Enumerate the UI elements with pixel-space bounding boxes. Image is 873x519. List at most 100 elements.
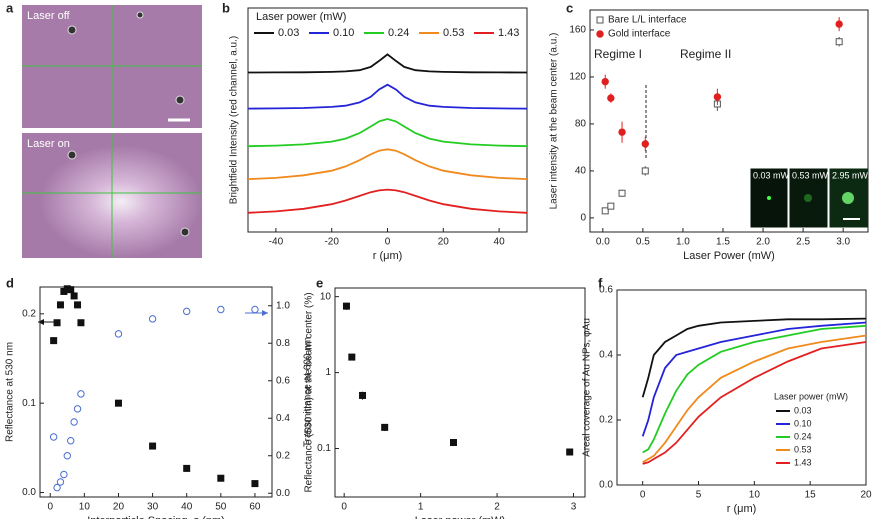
plot-frame <box>39 286 273 498</box>
x-tick-label: 2.5 <box>796 237 810 248</box>
data-point <box>251 305 259 314</box>
legend-label: Bare L/L interface <box>608 15 687 26</box>
x-tick-label: 20 <box>113 502 125 513</box>
y-tick-label: 0.1 <box>317 443 331 454</box>
data-point <box>63 452 71 460</box>
data-point <box>342 302 350 310</box>
data-point <box>618 189 626 197</box>
axis-arrow-head <box>38 319 44 325</box>
y-tick-label: 0.0 <box>599 480 613 491</box>
data-point <box>149 442 157 450</box>
series-line <box>247 148 528 180</box>
data-point <box>50 337 58 345</box>
legend-label: 0.24 <box>388 27 409 39</box>
series-line <box>247 188 528 214</box>
plot-frame <box>247 7 528 233</box>
legend-swatch <box>596 30 604 38</box>
data-point <box>183 464 191 472</box>
legend-label: 0.53 <box>794 444 812 454</box>
y2-tick-label: 0.8 <box>276 338 290 349</box>
series-line <box>247 83 528 110</box>
data-point <box>601 207 609 215</box>
particle <box>180 227 190 237</box>
y-axis-label: Laser intensity at the beam center (a.u.… <box>549 33 560 210</box>
legend-label: 0.53 <box>443 27 464 39</box>
x-tick-label: 60 <box>249 502 261 513</box>
legend-label: 0.03 <box>278 27 299 39</box>
data-point <box>450 439 458 447</box>
legend-label: 1.43 <box>498 27 519 39</box>
x-tick-label: 3.0 <box>836 237 850 248</box>
inset-label: 0.03 mW <box>753 170 790 180</box>
data-point <box>217 305 225 314</box>
y2-tick-label: 1.0 <box>276 300 290 311</box>
panel-letter: e <box>316 275 323 290</box>
x-tick-label: 3 <box>571 502 577 513</box>
inset-label: 2.95 mW <box>832 170 869 180</box>
data-point <box>381 423 389 431</box>
y-tick-label: 160 <box>569 25 586 36</box>
data-point <box>641 140 649 148</box>
particle <box>175 95 185 105</box>
legend-label: 1.43 <box>794 457 812 467</box>
series-line <box>642 334 867 464</box>
panel-letter: d <box>6 275 14 290</box>
inset-label: 0.53 mW <box>792 170 829 180</box>
data-point <box>70 292 78 300</box>
legend-label: Gold interface <box>608 29 671 40</box>
legend-label: 0.24 <box>794 431 812 441</box>
data-point <box>148 315 157 323</box>
x-tick-label: 2 <box>494 502 500 513</box>
x-axis-label: Laser Power (mW) <box>683 250 775 262</box>
data-point <box>251 480 259 488</box>
y-tick-label: 1 <box>325 367 331 378</box>
panel-letter: f <box>598 275 603 290</box>
particle <box>136 11 144 19</box>
data-point <box>601 77 609 86</box>
x-tick-label: 0.5 <box>636 237 650 248</box>
data-point <box>566 448 574 456</box>
beam-spot <box>767 196 771 200</box>
series-line <box>247 53 528 74</box>
data-point <box>53 319 61 327</box>
particle <box>67 150 77 160</box>
x-tick-label: 1.0 <box>676 237 690 248</box>
y2-tick-label: 0.0 <box>276 488 290 499</box>
data-point <box>359 391 367 399</box>
plot-frame <box>616 289 867 486</box>
y2-tick-label: 0.4 <box>276 413 290 424</box>
legend-label: 0.10 <box>794 418 812 428</box>
x-axis-label: r (μm) <box>727 503 757 515</box>
legend-label: 0.03 <box>794 405 812 415</box>
data-point <box>607 202 615 210</box>
x-tick-label: -20 <box>324 237 339 248</box>
data-point <box>348 353 356 361</box>
data-point <box>74 301 82 309</box>
y-tick-label: 0.4 <box>599 350 613 361</box>
data-point <box>114 399 122 407</box>
data-point <box>217 474 225 482</box>
y-tick-label: 120 <box>569 72 586 83</box>
data-point <box>183 307 191 316</box>
legend-title: Laser power (mW) <box>256 11 346 23</box>
image-panel: Laser off Laser on <box>22 5 202 258</box>
x-tick-label: 40 <box>494 237 506 248</box>
x-tick-label: 5 <box>696 490 702 501</box>
series-line <box>247 118 528 148</box>
data-point <box>73 405 82 413</box>
y-axis-label: Areal coverage of Au NPs, φAu <box>582 318 593 457</box>
x-axis-label: Laser power (mW) <box>415 515 505 519</box>
x-tick-label: 0 <box>640 490 646 501</box>
series-line <box>641 317 867 398</box>
x-tick-label: 30 <box>147 502 159 513</box>
y-axis-label: Reflectance (530 nm) at the beam center … <box>304 292 315 492</box>
x-tick-label: 20 <box>860 490 872 501</box>
image-label: Laser on <box>27 138 70 150</box>
data-point <box>67 286 75 294</box>
y-tick-label: 0.2 <box>599 415 613 426</box>
series-line <box>641 321 867 437</box>
inset-images: 0.03 mW 0.53 mW 2.95 mW <box>749 167 869 229</box>
y2-axis-label: Transmittance at 600 nm <box>303 337 314 447</box>
annotation: Regime I <box>594 47 642 61</box>
y-tick-label: 40 <box>575 166 587 177</box>
